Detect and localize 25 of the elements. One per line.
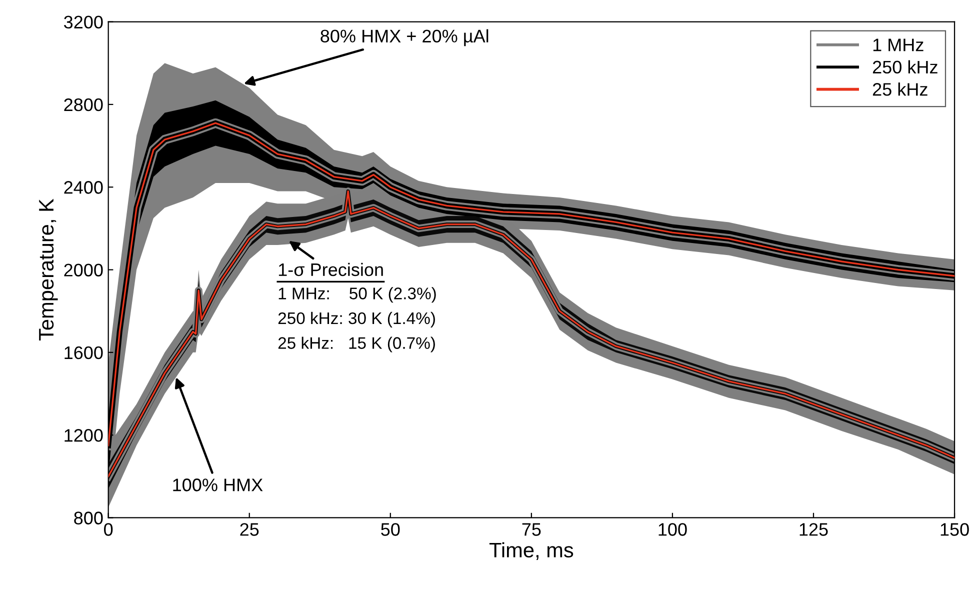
y-tick-label: 800 — [74, 512, 103, 524]
y-tick-label: 1600 — [64, 346, 103, 360]
legend-label: 25 kHz — [872, 82, 928, 96]
annotation: 1-σ Precision — [278, 262, 383, 276]
annotation: 25 kHz: 15 K (0.7%) — [278, 336, 435, 352]
y-tick-label: 2400 — [64, 181, 103, 194]
annotation: 1 MHz: 50 K (2.3%) — [278, 287, 436, 303]
x-tick-label: 125 — [800, 523, 828, 536]
annotation: 80% HMX + 20% µAl — [320, 29, 488, 46]
annotation: 250 kHz: 30 K (1.4%) — [278, 312, 435, 328]
x-axis-title: Time, ms — [489, 542, 574, 560]
y-tick-label: 1200 — [64, 429, 103, 442]
y-axis-title: Temperature, K — [39, 198, 58, 340]
x-tick-label: 150 — [940, 523, 969, 536]
x-tick-label: 50 — [381, 523, 400, 536]
x-tick-label: 75 — [522, 523, 541, 536]
x-tick-label: 0 — [104, 523, 113, 536]
x-tick-label: 25 — [240, 523, 259, 536]
annotation: 100% HMX — [173, 478, 263, 492]
legend-label: 250 kHz — [872, 60, 938, 74]
y-tick-label: 3200 — [64, 16, 103, 29]
legend-label: 1 MHz — [873, 38, 924, 52]
y-tick-label: 2800 — [64, 98, 103, 112]
x-tick-label: 100 — [658, 523, 687, 536]
y-tick-label: 2000 — [64, 264, 103, 276]
